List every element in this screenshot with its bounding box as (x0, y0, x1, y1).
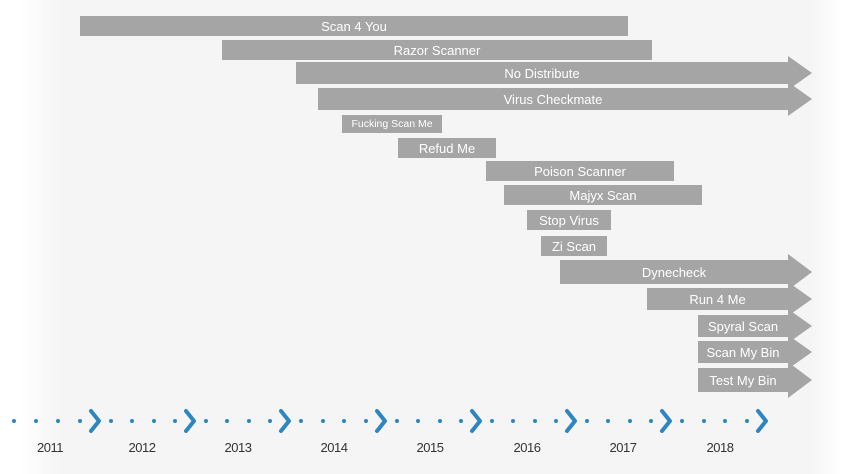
chevron-right-icon (89, 409, 101, 433)
chevron-right-icon (756, 409, 768, 433)
timeline-dot (680, 419, 684, 423)
service-label: Scan 4 You (321, 18, 387, 34)
timeline-dot (744, 419, 749, 423)
service-label: Razor Scanner (393, 42, 481, 58)
timeline-dot (320, 419, 325, 423)
service-label: Virus Checkmate (503, 91, 603, 107)
service-bar-refud-me: Refud Me (398, 138, 496, 158)
service-label: Zi Scan (551, 238, 597, 254)
timeline-dot (416, 419, 421, 423)
timeline-dot (204, 419, 208, 423)
timeline-dot (55, 419, 60, 423)
timeline-dot (77, 419, 82, 423)
service-label: Refud Me (418, 140, 476, 156)
service-bar-test-my-bin: Test My Bin (698, 362, 812, 398)
chevron-right-icon (184, 409, 196, 433)
chevron-right-icon (470, 409, 482, 433)
service-bar-poison-scanner: Poison Scanner (486, 161, 674, 181)
timeline-dot (437, 419, 442, 423)
chevron-right-icon (660, 409, 672, 433)
service-bar-run-4-me: Run 4 Me (647, 282, 812, 316)
year-label: 2016 (513, 440, 541, 455)
timeline-dot (130, 419, 135, 423)
timeline-dot (532, 419, 537, 423)
year-label: 2012 (128, 440, 156, 455)
service-bar-razor-scanner: Razor Scanner (222, 40, 652, 60)
timeline-dot (225, 419, 230, 423)
ongoing-arrow-icon (788, 362, 812, 398)
ongoing-arrow-icon (788, 82, 812, 116)
year-label: 2014 (320, 440, 348, 455)
service-label: Majyx Scan (569, 187, 637, 203)
service-bar-virus-checkmate: Virus Checkmate (318, 82, 812, 116)
service-bar-no-distribute: No Distribute (296, 56, 812, 90)
timeline-dot (12, 419, 16, 423)
chevron-right-icon (565, 409, 577, 433)
year-label: 2011 (37, 440, 63, 455)
chevron-right-icon (375, 409, 387, 433)
service-bar-spyral-scan: Spyral Scan (698, 309, 812, 343)
timeline-dot (553, 419, 558, 423)
service-label: Fucking Scan Me (351, 118, 433, 130)
timeline-dot (267, 419, 272, 423)
chevron-right-icon (279, 409, 291, 433)
timeline-dot (109, 419, 113, 423)
service-bar-dynecheck: Dynecheck (560, 254, 812, 290)
service-label: Spyral Scan (707, 318, 779, 334)
year-label: 2015 (416, 440, 444, 455)
timeline-dot (701, 419, 706, 423)
timeline-dot (723, 419, 728, 423)
timeline-dot (627, 419, 632, 423)
timeline-dot (606, 419, 611, 423)
service-label: Test My Bin (709, 372, 777, 388)
timeline-dot (172, 419, 177, 423)
service-bar-scan-4-you: Scan 4 You (80, 16, 628, 36)
timeline-dot (33, 419, 38, 423)
service-label: Stop Virus (539, 212, 599, 228)
service-bar-fucking-scan-me: Fucking Scan Me (342, 115, 442, 133)
timeline-dot (511, 419, 516, 423)
year-axis: 2011 2012 2013 2014 2015 2016 2017 2018 (0, 400, 843, 470)
service-label: No Distribute (504, 65, 580, 81)
service-label: Scan My Bin (706, 344, 780, 360)
year-label: 2018 (706, 440, 734, 455)
service-label: Dynecheck (641, 264, 707, 280)
service-bar-zi-scan: Zi Scan (541, 236, 607, 256)
service-bar-scan-my-bin: Scan My Bin (698, 335, 812, 369)
timeline-dot (395, 419, 399, 423)
timeline-dot (648, 419, 653, 423)
timeline-dot (363, 419, 368, 423)
service-label: Poison Scanner (534, 163, 626, 179)
timeline-dot (151, 419, 156, 423)
service-bar-majyx-scan: Majyx Scan (504, 185, 702, 205)
service-label: Run 4 Me (689, 291, 746, 307)
year-label: 2013 (224, 440, 252, 455)
year-label: 2017 (609, 440, 637, 455)
timeline-dot (299, 419, 303, 423)
timeline-dot (490, 419, 494, 423)
service-bar-stop-virus: Stop Virus (527, 210, 611, 230)
timeline-dot (246, 419, 251, 423)
timeline-dot (458, 419, 463, 423)
timeline-dot (342, 419, 347, 423)
timeline-dot (585, 419, 589, 423)
